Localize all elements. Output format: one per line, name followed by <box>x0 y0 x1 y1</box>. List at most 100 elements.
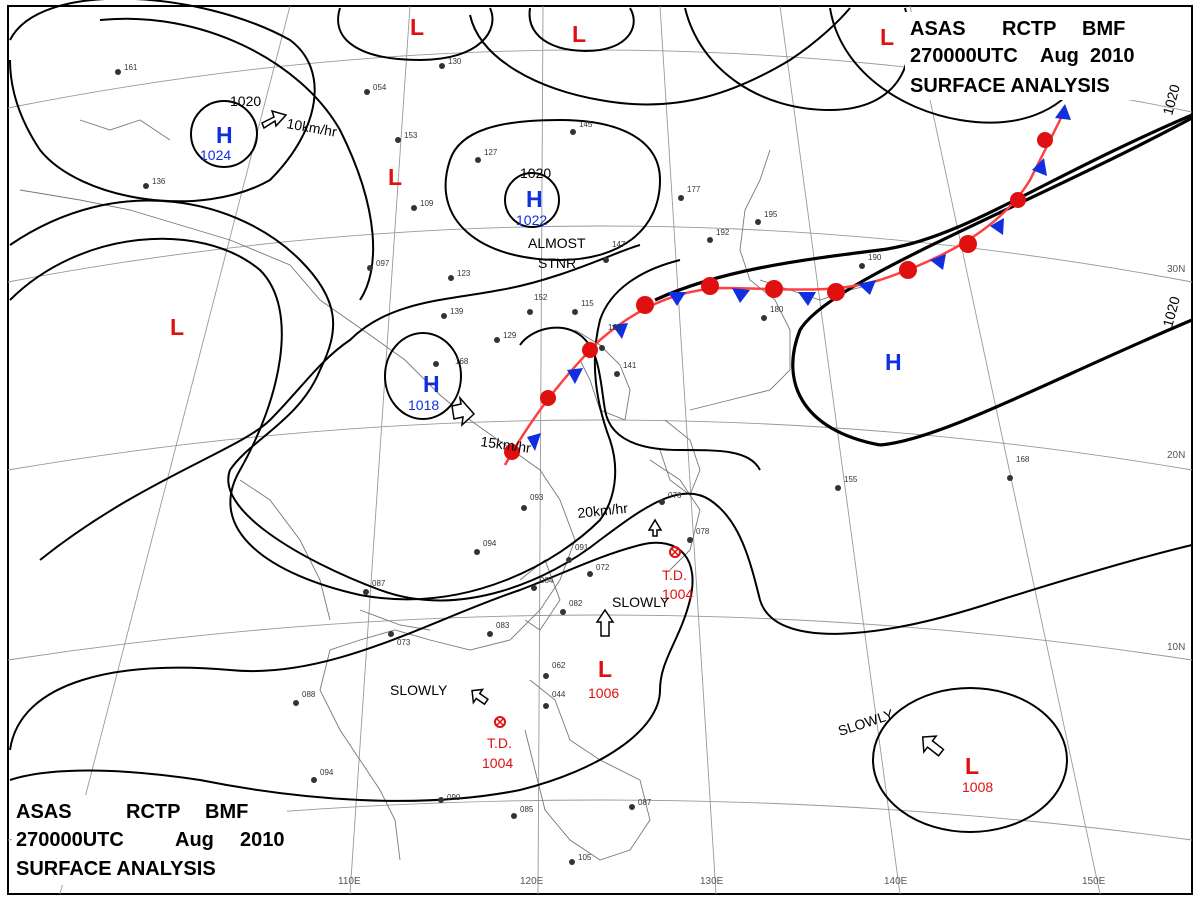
isobar <box>337 7 494 62</box>
station-plot: 123 <box>448 269 471 281</box>
motion-note: 15km/hr <box>480 433 533 456</box>
station-plot: 091 <box>566 543 589 563</box>
td-label: T.D. <box>662 567 687 583</box>
station-plot: 073 <box>388 631 411 647</box>
td-label: T.D. <box>487 735 512 751</box>
station-plot: 076 <box>659 491 682 505</box>
svg-text:141: 141 <box>623 361 637 370</box>
station-plot: 147 <box>603 240 626 263</box>
svg-text:190: 190 <box>868 253 882 262</box>
motion-note: SLOWLY <box>836 706 896 739</box>
lon-label: 120E <box>520 876 544 887</box>
lat-label: 30N <box>1167 264 1185 275</box>
station-plot: 087 <box>629 798 652 810</box>
isobar-label: 1020 <box>230 93 261 109</box>
station-plot: 088 <box>293 690 316 706</box>
isobar <box>39 244 641 561</box>
low-marker: L <box>388 164 402 190</box>
station-plot: 097 <box>367 259 390 271</box>
isobar <box>9 199 1193 635</box>
station-plot: 136 <box>143 177 166 189</box>
isobar-label: 1020 <box>1159 294 1183 328</box>
svg-text:083: 083 <box>496 621 510 630</box>
svg-text:180: 180 <box>770 305 784 314</box>
isobar <box>9 541 694 802</box>
map-border <box>7 5 1193 895</box>
motion-arrow <box>451 395 476 427</box>
station-plot: 094 <box>474 539 497 555</box>
station-plot: 090 <box>438 793 461 803</box>
svg-text:177: 177 <box>687 185 701 194</box>
high-marker: H <box>423 371 440 397</box>
svg-text:139: 139 <box>450 307 464 316</box>
motion-annotations: 10km/hr 15km/hr 20km/hr SLOWLY SLOWLY SL… <box>261 109 945 757</box>
td-symbol <box>494 716 506 728</box>
isobar <box>444 118 662 262</box>
svg-text:145: 145 <box>579 120 593 129</box>
header-line1-part: ASAS <box>910 18 966 40</box>
svg-text:136: 136 <box>152 177 166 186</box>
station-plot: 139 <box>441 307 464 319</box>
svg-text:109: 109 <box>420 199 434 208</box>
svg-text:105: 105 <box>578 853 592 862</box>
svg-text:195: 195 <box>764 210 778 219</box>
svg-text:093: 093 <box>530 493 544 502</box>
station-plot: 165 <box>599 323 622 351</box>
svg-text:054: 054 <box>373 83 387 92</box>
station-plot: 192 <box>707 228 730 243</box>
isobar <box>9 237 681 601</box>
isobar <box>684 7 911 112</box>
svg-text:072: 072 <box>596 563 610 572</box>
low-marker: L <box>965 753 979 779</box>
low-marker: L <box>572 21 586 47</box>
station-plot: 085 <box>511 805 534 819</box>
station-plot: 084 <box>531 576 554 591</box>
svg-text:078: 078 <box>696 527 710 536</box>
high-pressure-centers: H 1024 H 1022 H 1018 H <box>200 122 902 413</box>
svg-text:129: 129 <box>503 331 517 340</box>
isobar <box>9 0 316 203</box>
header-line2-part: 2010 <box>240 829 285 851</box>
station-plot: 161 <box>115 63 138 75</box>
high-value: 1018 <box>408 397 439 413</box>
svg-text:094: 094 <box>483 539 497 548</box>
station-plot: 177 <box>678 185 701 201</box>
station-plot: 054 <box>364 83 387 95</box>
svg-text:192: 192 <box>716 228 730 237</box>
isobar <box>829 7 1081 124</box>
station-plot: 083 <box>487 621 510 637</box>
td-value: 1004 <box>662 586 693 602</box>
isobar <box>528 7 635 52</box>
header-line2-part: 270000UTC <box>16 829 124 851</box>
td-value: 1004 <box>482 755 513 771</box>
svg-text:161: 161 <box>124 63 138 72</box>
low-marker: L <box>880 24 894 50</box>
station-plot: 105 <box>569 853 592 865</box>
station-plot: 152 <box>527 293 548 315</box>
isobar <box>469 7 851 106</box>
motion-arrow <box>921 735 945 757</box>
header-line1-part: RCTP <box>126 801 180 823</box>
isobars-1020-east: 1020 1020 1020 1020 <box>230 82 1193 447</box>
svg-text:087: 087 <box>372 579 386 588</box>
tropical-depressions: T.D. 1004 T.D. 1004 <box>482 546 693 771</box>
high-value: 1022 <box>516 212 547 228</box>
motion-arrow <box>261 109 288 130</box>
header-line2-part: 2010 <box>1090 45 1135 67</box>
svg-text:155: 155 <box>844 475 858 484</box>
svg-text:165: 165 <box>608 323 622 332</box>
header-line3: SURFACE ANALYSIS <box>16 858 216 880</box>
svg-text:152: 152 <box>534 293 548 302</box>
header-line2-part: Aug <box>175 829 214 851</box>
high-value: 1024 <box>200 147 231 163</box>
isobars <box>9 0 1193 833</box>
svg-text:090: 090 <box>447 793 461 802</box>
svg-text:062: 062 <box>552 661 566 670</box>
isobar <box>190 100 258 168</box>
motion-arrow <box>647 518 663 537</box>
lat-label: 20N <box>1167 450 1185 461</box>
station-plot: 145 <box>570 120 593 135</box>
isobar <box>384 332 462 420</box>
svg-text:123: 123 <box>457 269 471 278</box>
